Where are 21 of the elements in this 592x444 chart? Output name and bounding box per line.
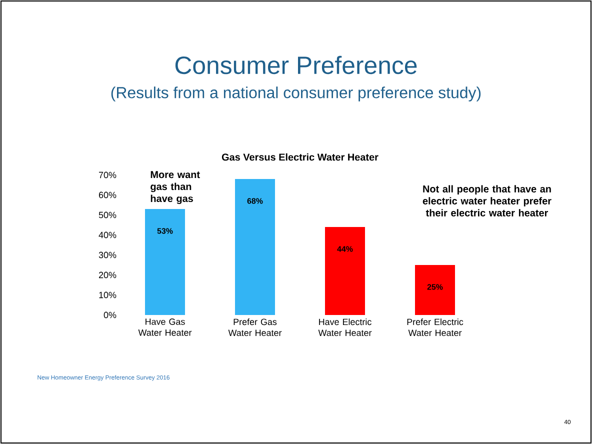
y-tick-label: 10% xyxy=(99,292,116,298)
chart-subtitle: (Results from a national consumer preference study) xyxy=(111,86,481,102)
y-tick-label: 20% xyxy=(98,272,116,278)
x-tick-label: Prefer Electric Water Heater xyxy=(407,318,464,336)
y-tick-label: 40% xyxy=(98,232,116,238)
bar xyxy=(145,208,186,315)
text: Gas Versus Electric Water Heater xyxy=(222,153,378,161)
y-tick-label: 60% xyxy=(98,192,116,198)
bar xyxy=(235,178,276,315)
x-tick-label: Have Electric Water Heater xyxy=(318,318,372,336)
bar xyxy=(325,226,366,315)
x-tick-label: Prefer Gas Water Heater xyxy=(228,318,282,336)
y-tick-label: 30% xyxy=(98,252,116,258)
annotation: Not all people that have an electric water heater prefer their electric water heater xyxy=(422,185,552,216)
x-tick-label: Have Gas Water Heater xyxy=(138,318,192,336)
annotation: More want gas than have gas xyxy=(150,171,200,204)
chart-title: Consumer Preference xyxy=(175,56,417,74)
y-tick-label: 50% xyxy=(98,212,116,218)
y-tick-label: 70% xyxy=(98,172,116,178)
bar xyxy=(415,264,456,315)
y-tick-label: 0% xyxy=(104,312,116,318)
